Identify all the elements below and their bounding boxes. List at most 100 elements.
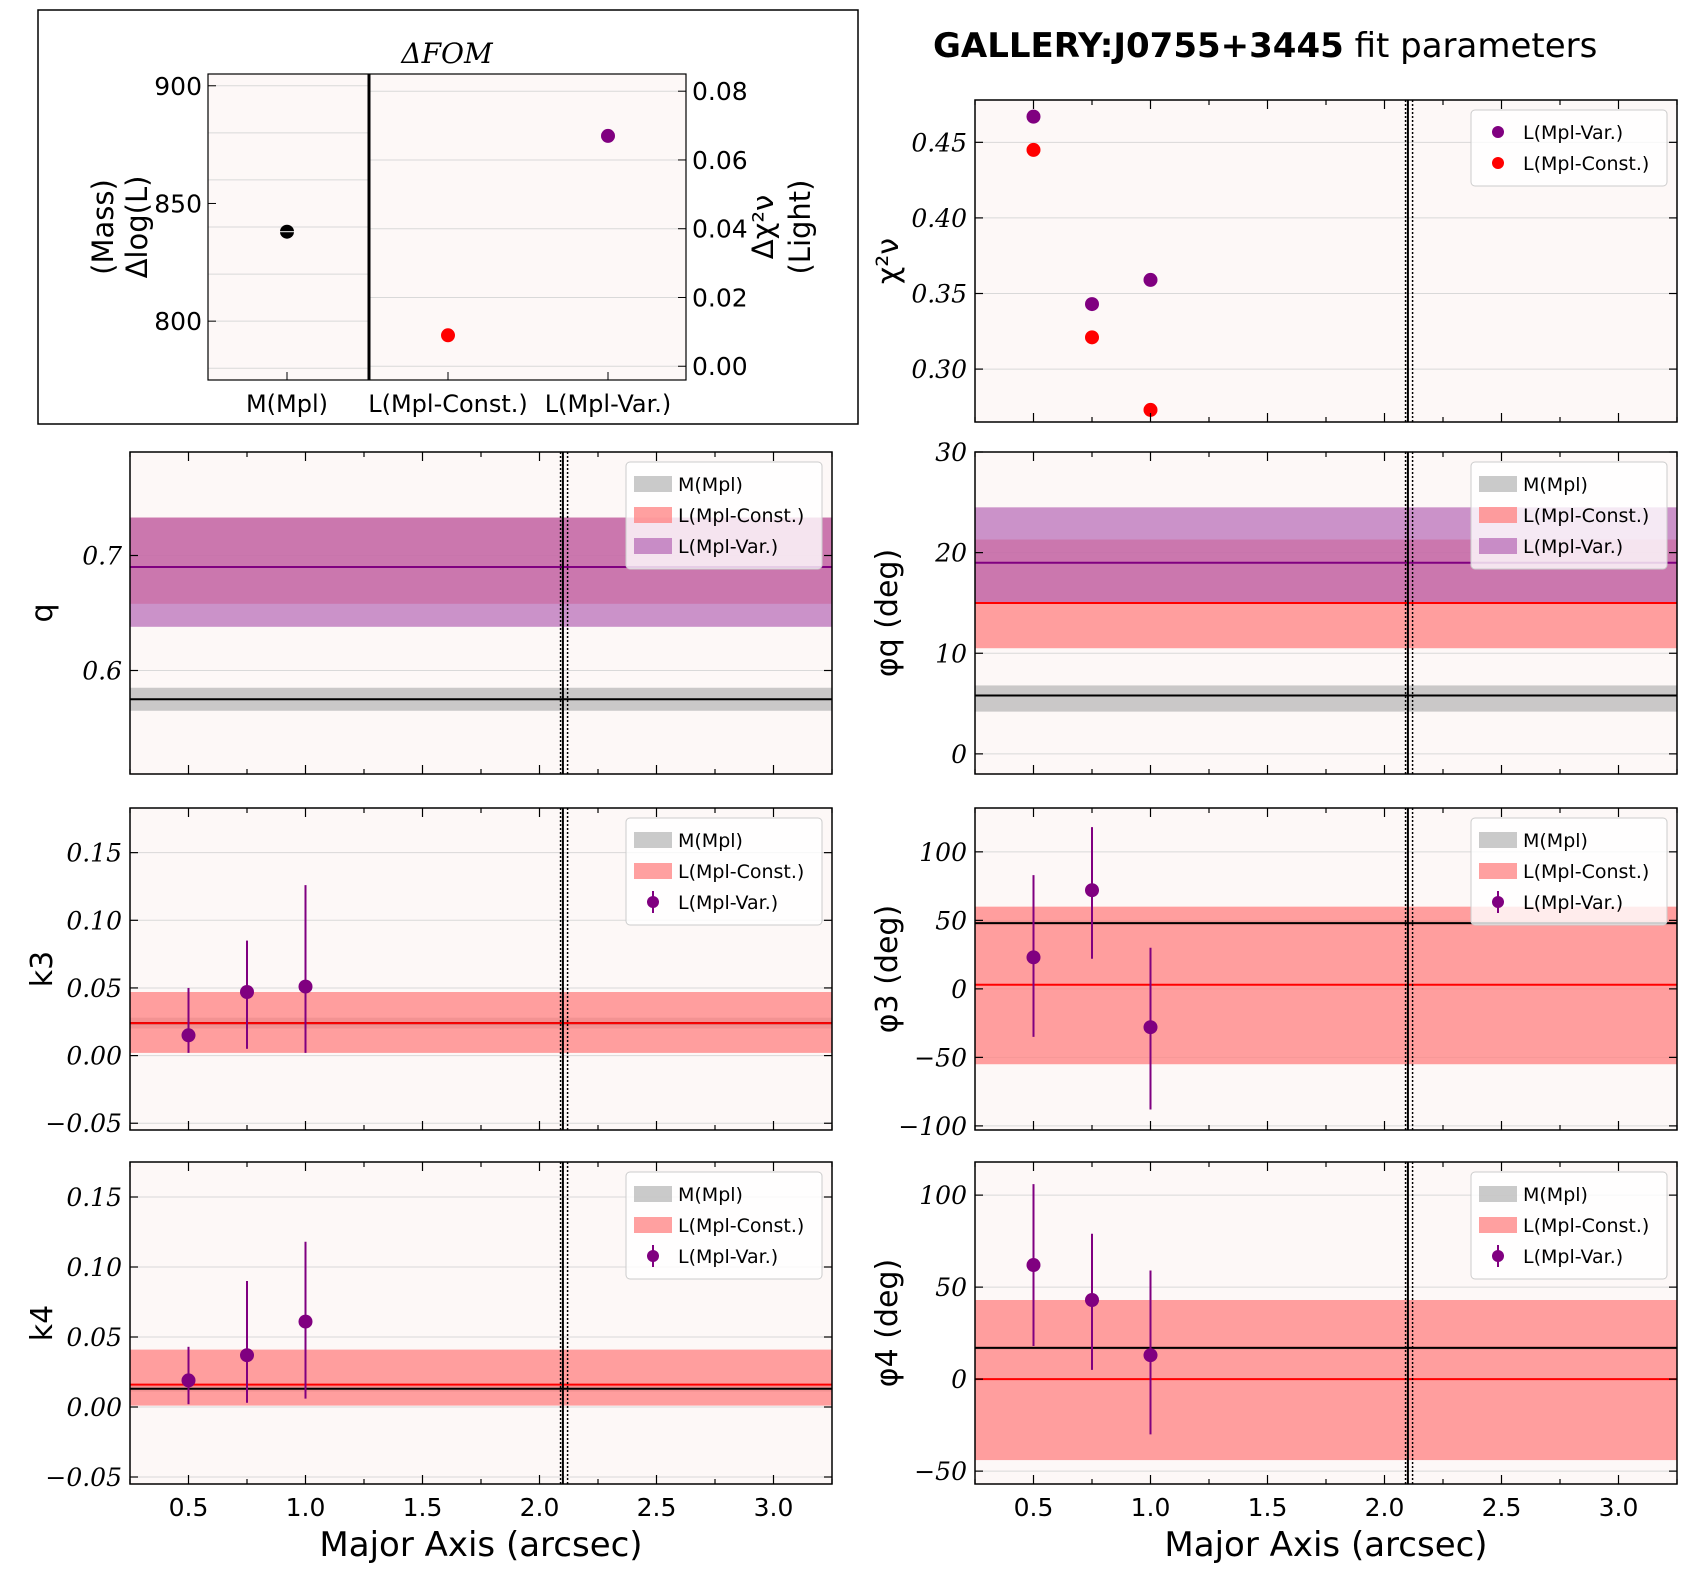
y-tick-label: 50 [935, 1273, 967, 1302]
y-axis-label-right: Δχ²ν [746, 195, 780, 259]
data-point [1026, 109, 1041, 124]
x-tick-label: 1.5 [1248, 1493, 1288, 1522]
legend-box [1470, 461, 1668, 570]
x-tick-label: 3.0 [1599, 1493, 1639, 1522]
data-point [298, 1314, 313, 1329]
legend-label: M(Mpl) [678, 474, 743, 496]
legend-marker [1492, 126, 1504, 138]
band-L(Mpl-Const.) [130, 1349, 832, 1406]
legend-marker [1492, 896, 1504, 908]
panel-k3: −0.05 0.00 0.05 0.10 0.15 k3 M(Mpl) L(Mpl-Const… [25, 807, 833, 1138]
legend-label: L(Mpl-Const.) [1523, 153, 1649, 175]
y-axis-label: φ3 (deg) [870, 905, 905, 1033]
legend-marker [1492, 157, 1504, 169]
fom-title: ΔFOM [400, 37, 494, 70]
y-tick-label: 0 [951, 1365, 967, 1394]
y-tick-label: 0.05 [66, 1323, 122, 1352]
y-tick-label: 800 [154, 307, 202, 336]
legend-label: L(Mpl-Var.) [1523, 1246, 1623, 1268]
data-point [1026, 1258, 1041, 1273]
legend-swatch [1479, 1217, 1517, 1233]
data-point [240, 985, 254, 999]
legend-label: M(Mpl) [1523, 830, 1588, 852]
data-point [441, 328, 455, 343]
y-tick-label: −50 [914, 1043, 967, 1072]
legend-marker [647, 1250, 659, 1262]
fom-axes-frame [207, 73, 687, 381]
y-tick-label: 0.02 [692, 283, 748, 312]
data-point [601, 128, 615, 143]
data-point [1085, 330, 1099, 345]
legend-label: M(Mpl) [1523, 1184, 1588, 1206]
y-tick-label: −0.05 [45, 1463, 122, 1492]
category-label: L(Mpl-Const.) [368, 390, 528, 418]
legend-label: L(Mpl-Const.) [1523, 861, 1649, 883]
legend-label: L(Mpl-Const.) [678, 1215, 804, 1237]
y-tick-label: 0.00 [692, 352, 748, 381]
x-tick-label: 1.5 [403, 1493, 443, 1522]
legend-swatch [634, 1217, 672, 1233]
legend-swatch [634, 1186, 672, 1202]
category-label: L(Mpl-Var.) [545, 390, 672, 418]
x-tick-label: 3.0 [754, 1493, 794, 1522]
y-tick-label: 0.6 [82, 657, 122, 686]
y-tick-label: 0.04 [692, 215, 748, 244]
legend-marker [1492, 1250, 1504, 1262]
data-point [1143, 402, 1158, 417]
y-tick-label: 900 [154, 72, 202, 101]
band-M(Mpl) [975, 685, 1677, 712]
panel-chi2: 0.30 0.35 0.40 0.45 χ²ν L(Mpl-Var.) L(Mpl-Cons… [871, 99, 1678, 423]
panel-k4: −0.05 0.00 0.05 0.10 0.15 0.5 1.0 1.5 2.0 2.5 3.0 M… [25, 1161, 833, 1565]
y-tick-label: 50 [935, 906, 967, 935]
legend-label: L(Mpl-Var.) [1523, 892, 1623, 914]
legend-swatch [1479, 538, 1517, 554]
y-tick-label: 0.15 [66, 839, 122, 868]
figure-suptitle: GALLERY:J0755+3445 fit parameters [933, 26, 1597, 66]
y-tick-label: 100 [919, 838, 967, 867]
x-tick-label: 0.5 [1014, 1493, 1054, 1522]
x-axis-label: Major Axis (arcsec) [1164, 1525, 1487, 1565]
category-label: M(Mpl) [246, 390, 328, 418]
legend-swatch [634, 476, 672, 492]
x-tick-label: 1.0 [286, 1493, 326, 1522]
data-point [1143, 1348, 1158, 1363]
legend-swatch [1479, 863, 1517, 879]
x-tick-label: 1.0 [1131, 1493, 1171, 1522]
legend-label: L(Mpl-Var.) [678, 1246, 778, 1268]
legend-swatch [1479, 476, 1517, 492]
legend-box [625, 817, 823, 926]
y-axis-label: (Mass) [86, 179, 120, 275]
y-tick-label: 0.40 [911, 204, 967, 233]
plots-layer: 0.30 0.35 0.40 0.45 χ²ν L(Mpl-Var.) L(Mpl-Cons… [25, 9, 1678, 1565]
data-point [1085, 297, 1099, 312]
data-point [181, 1028, 196, 1043]
y-axis-label: k3 [25, 951, 60, 987]
y-tick-label: 100 [919, 1181, 967, 1210]
y-tick-label: −0.05 [45, 1109, 122, 1138]
suptitle-bold: GALLERY:J0755+3445 [933, 26, 1344, 66]
legend-label: M(Mpl) [678, 830, 743, 852]
y-tick-label: 0.06 [692, 146, 748, 175]
legend-label: L(Mpl-Var.) [1523, 122, 1623, 144]
panel-phi4: −50 0 50 100 0.5 1.0 1.5 2.0 2.5 3.0 Major Axis (a… [870, 1161, 1678, 1565]
y-tick-label: 30 [935, 438, 967, 467]
y-tick-label: 0.35 [911, 280, 967, 309]
y-tick-label: 0 [951, 740, 967, 769]
y-tick-label: 0.05 [66, 974, 122, 1003]
x-tick-label: 2.5 [637, 1493, 677, 1522]
x-tick-label: 2.0 [1365, 1493, 1405, 1522]
legend-label: L(Mpl-Var.) [678, 892, 778, 914]
y-axis-label: χ²ν [871, 238, 906, 284]
y-axis-label: φq (deg) [870, 549, 905, 677]
y-tick-label: 0.7 [82, 542, 122, 571]
legend-swatch [1479, 832, 1517, 848]
y-tick-label: 0.00 [66, 1393, 122, 1422]
panel-fom: 800 850 900 0.00 0.02 0.04 0.06 0.08 M(Mpl) L(Mpl… [37, 9, 859, 425]
panel-q: 0.6 0.7 q M(Mpl) L(Mpl-Const.) L(Mpl-Var.) [25, 451, 833, 775]
suptitle-rest: fit parameters [1344, 26, 1598, 66]
data-point [1143, 272, 1158, 287]
legend-swatch [634, 507, 672, 523]
y-tick-label: 0.30 [911, 355, 967, 384]
legend-box [625, 461, 823, 570]
